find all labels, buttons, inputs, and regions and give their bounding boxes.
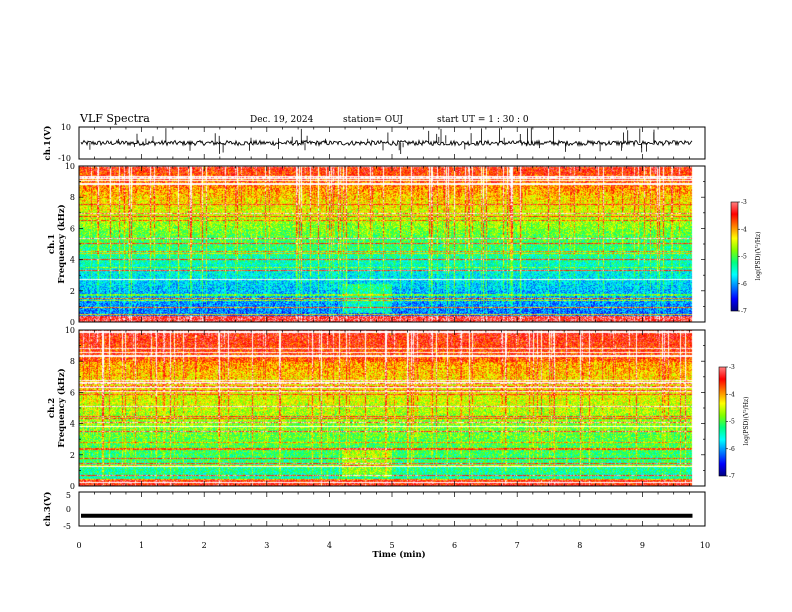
colorbar-tick-label: -5 [741,254,747,261]
time-axis-tick-labels: 0 1 2 3 4 5 6 7 8 9 10 [76,541,710,550]
ch2-spectrogram-image-holder [79,330,705,486]
time-tick-label: 10 [700,541,710,550]
ch3-ytick-middle: 0 [66,505,71,514]
time-tick-label: 8 [577,541,582,550]
ch1-colorbar: -3 -4 -5 -6 -7 log(PSD)(V²/Hz) [730,199,762,315]
time-tick-label: 9 [640,541,645,550]
frequency-tick-label: 6 [70,224,75,233]
ch1-ytick-top: 10 [61,123,71,132]
colorbar-tick-label: -7 [729,473,735,480]
ch2-spectrogram-panel: 0 2 4 6 8 10 ch.2 Frequency (kHz) [47,326,706,491]
frequency-tick-label: 2 [70,287,75,296]
colorbar-tick-label: -7 [741,308,747,315]
frequency-tick-label: 10 [65,326,75,335]
frequency-tick-label: 6 [70,388,75,397]
ch1-spectrogram-image [79,166,705,322]
time-tick-label: 1 [139,541,144,550]
time-axis-label: Time (min) [372,549,425,560]
figure-title: VLF Spectra [79,112,150,125]
ch2-colorbar-label: log(PSD)(V²/Hz) [743,397,750,446]
ch2-colorbar-gradient-holder [719,367,726,476]
ch1-spectrogram-image-holder [79,166,705,322]
ch1-waveform-panel: 10 -10 ch.1(V) [42,123,706,163]
colorbar-tick-label: -6 [729,446,735,453]
time-tick-label: 6 [452,541,457,550]
ch1-colorbar-gradient-holder [731,202,738,311]
ch1-colorbar-gradient [731,202,738,311]
ch1-waveform-trace [80,139,693,148]
ch2-spectrogram-image [79,330,705,486]
ch1-colorbar-label: log(PSD)(V²/Hz) [755,232,762,281]
ch1-spectrogram-panel: 0 2 4 6 8 10 ch.1 Frequency (kHz) [47,162,706,327]
ch3-ytick-top: 5 [66,491,71,500]
ch2-colorbar-gradient [719,367,726,476]
frequency-tick-label: 8 [70,193,75,202]
ch2-spectrogram-ylabel-channel: ch.2 [47,398,57,418]
time-tick-label: 5 [389,541,394,550]
frequency-tick-label: 0 [70,482,75,491]
time-tick-label: 2 [202,541,207,550]
time-tick-label: 0 [76,541,81,550]
ch3-waveform-frame [78,491,706,527]
time-tick-label: 4 [327,541,332,550]
frequency-tick-label: 0 [70,318,75,327]
colorbar-tick-label: -6 [741,281,747,288]
colorbar-tick-label: -5 [729,419,735,426]
ch2-spectrogram-ylabel-frequency: Frequency (kHz) [56,368,67,447]
colorbar-tick-label: -4 [741,226,747,233]
ch1-waveform-ylabel: ch.1(V) [42,126,53,161]
colorbar-tick-label: -3 [741,199,747,206]
frequency-tick-label: 8 [70,357,75,366]
time-tick-label: 3 [264,541,269,550]
frequency-tick-label: 10 [65,162,75,171]
ch3-ytick-bottom: -5 [63,522,71,531]
frequency-tick-label: 2 [70,451,75,460]
ch1-spectrogram-ylabel-channel: ch.1 [47,234,57,254]
station-label: station= OUJ [343,115,403,125]
time-tick-label: 7 [515,541,520,550]
ch3-waveform-ylabel: ch.3(V) [42,492,53,527]
frequency-tick-label: 4 [70,256,75,265]
ch1-spectrogram-ylabel-frequency: Frequency (kHz) [56,204,67,283]
ch1-waveform-spikes [89,127,655,154]
colorbar-tick-label: -4 [729,391,735,398]
start-ut-label: start UT = 1 : 30 : 0 [437,115,529,125]
frequency-tick-label: 4 [70,420,75,429]
ch2-colorbar: -3 -4 -5 -6 -7 log(PSD)(V²/Hz) [718,364,750,480]
ch1-ytick-bottom: -10 [58,154,71,163]
date-label: Dec. 19, 2024 [250,115,314,125]
colorbar-tick-label: -3 [729,364,735,371]
time-tick-marks [78,127,706,526]
